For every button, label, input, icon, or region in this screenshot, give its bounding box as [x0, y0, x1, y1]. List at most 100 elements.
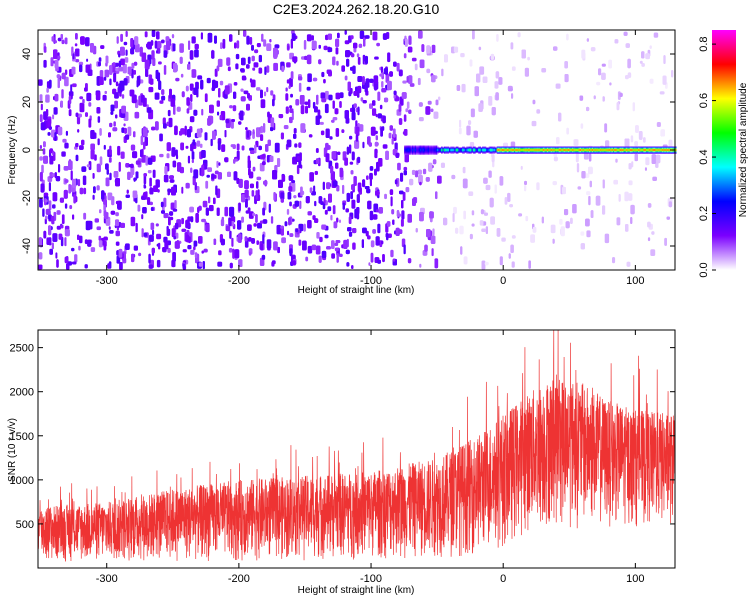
signal-cell — [668, 150, 670, 152]
spectrogram-cell — [325, 153, 330, 163]
signal-cell — [561, 150, 563, 152]
signal-cell — [466, 150, 468, 152]
signal-cell — [410, 146, 413, 148]
spectrogram-cell — [103, 236, 108, 241]
spectrogram-cell — [346, 58, 350, 67]
signal-cell — [474, 150, 476, 152]
spectrogram-cell — [575, 153, 579, 163]
signal-cell — [425, 147, 427, 149]
spectrogram-cell — [51, 36, 55, 42]
signal-cell — [532, 152, 534, 154]
spectrogram-cell — [244, 236, 248, 242]
signal-cell — [593, 146, 595, 148]
signal-cell — [530, 147, 533, 149]
signal-cell — [571, 148, 574, 150]
spectrogram-cell — [104, 76, 107, 81]
spectrogram-cell — [602, 205, 606, 215]
signal-cell — [661, 146, 664, 148]
spectrogram-cell — [649, 78, 654, 84]
signal-cell — [640, 147, 643, 149]
spectrogram-cell — [254, 49, 259, 54]
signal-cell — [412, 149, 414, 151]
signal-cell — [589, 152, 591, 154]
signal-cell — [649, 148, 652, 150]
y-tick-label: 1500 — [10, 431, 34, 443]
spectrogram-cell — [71, 247, 75, 252]
spectrogram-cell — [378, 158, 383, 167]
signal-cell — [605, 150, 607, 152]
signal-cell — [560, 148, 562, 150]
spectrogram-cell — [362, 141, 365, 149]
signal-cell — [663, 152, 665, 154]
signal-cell — [595, 149, 598, 151]
signal-cell — [560, 149, 562, 151]
spectrogram-cell — [96, 185, 100, 191]
spectrogram-cell — [149, 78, 154, 85]
signal-cell — [611, 152, 614, 154]
signal-cell — [416, 148, 418, 150]
signal-cell — [593, 150, 595, 152]
signal-cell — [560, 152, 562, 154]
spectrogram-cell — [161, 210, 165, 214]
spectrogram-cell — [671, 70, 674, 78]
spectrogram-cell — [227, 66, 231, 72]
spectrogram-cell — [113, 72, 117, 83]
spectrogram-cell — [49, 148, 53, 154]
signal-cell — [606, 147, 608, 149]
spectrogram-cell — [235, 53, 240, 60]
spectrogram-cell — [608, 59, 612, 69]
spectrogram-cell — [245, 198, 248, 208]
signal-cell — [501, 148, 504, 150]
signal-cell — [661, 147, 664, 149]
spectrogram-cell — [303, 223, 306, 232]
spectrogram-cell — [374, 141, 379, 147]
spectrogram-cell — [225, 225, 231, 232]
spectrogram-cell — [73, 193, 76, 204]
signal-cell — [404, 151, 406, 153]
spectrogram-cell — [375, 190, 380, 196]
spectrogram-cell — [387, 52, 391, 63]
spectrogram-cell — [656, 122, 661, 127]
spectrogram-cell — [214, 174, 217, 179]
spectrogram-cell — [225, 118, 230, 124]
signal-cell — [554, 150, 557, 152]
spectrogram-cell — [234, 158, 238, 162]
signal-cell — [476, 151, 479, 153]
spectrogram-cell — [198, 236, 203, 244]
spectrogram-cell — [217, 58, 223, 67]
signal-cell — [513, 152, 516, 154]
spectrogram-cell — [409, 83, 415, 87]
spectrogram-cell — [635, 125, 639, 133]
spectrogram-cell — [85, 112, 88, 117]
signal-cell — [626, 147, 628, 149]
signal-cell — [529, 151, 532, 153]
spectrogram-cell — [490, 53, 495, 60]
signal-cell — [453, 150, 455, 152]
spectrogram-cell — [272, 98, 275, 107]
signal-cell — [472, 151, 475, 153]
spectrogram-cell — [404, 39, 408, 47]
spectrogram-cell — [289, 116, 293, 124]
spectrogram-cell — [234, 42, 237, 49]
signal-cell — [492, 146, 495, 148]
signal-cell — [521, 146, 524, 148]
spectrogram-cell — [590, 210, 594, 218]
spectrogram-cell — [504, 197, 508, 205]
signal-cell — [427, 153, 430, 155]
spectrogram-cell — [134, 111, 140, 119]
signal-cell — [571, 146, 574, 148]
signal-cell — [466, 152, 468, 154]
spectrogram-cell — [187, 155, 190, 164]
spectrogram-cell — [418, 169, 422, 175]
signal-cell — [433, 146, 435, 148]
signal-cell — [430, 151, 433, 153]
spectrogram-cell — [288, 186, 293, 192]
spectrogram-cell — [79, 187, 84, 195]
signal-cell — [484, 146, 487, 148]
spectrogram-cell — [318, 115, 322, 119]
signal-cell — [570, 150, 573, 152]
signal-cell — [626, 146, 628, 148]
spectrogram-cell — [226, 57, 231, 66]
signal-cell — [610, 150, 612, 152]
